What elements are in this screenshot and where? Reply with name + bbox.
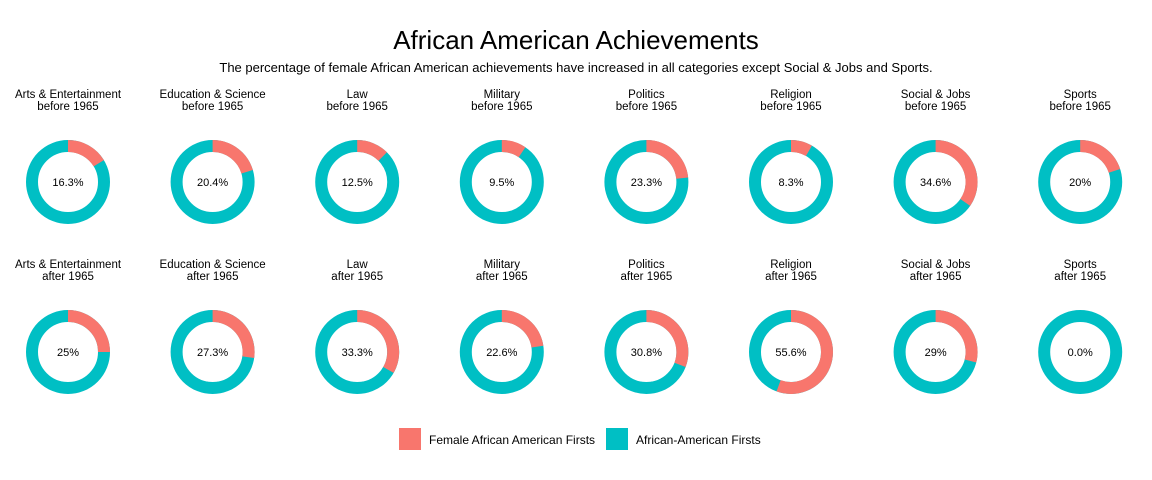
facet-title-category: Law	[347, 259, 369, 271]
donut-slice-female	[790, 140, 812, 157]
facet-title-category: Politics	[628, 259, 665, 271]
donut-slice-female	[356, 310, 400, 373]
facet-title-category: Sports	[1064, 89, 1097, 101]
donut-slice-overall	[1038, 310, 1123, 394]
donut-center-label: 25%	[57, 347, 79, 359]
facet-title-period: before 1965	[327, 101, 388, 113]
facet-title-period: after 1965	[765, 271, 817, 283]
facet-title-category: Religion	[770, 259, 812, 271]
facet-title-period: after 1965	[910, 271, 962, 283]
donut-center-label: 20%	[1069, 177, 1091, 189]
legend: Female African American Firsts African-A…	[399, 428, 761, 450]
chart-title: African American Achievements	[393, 25, 759, 55]
donut-slice-female	[501, 310, 544, 348]
facet-title-category: Arts & Entertainment	[15, 89, 122, 101]
donut-slice-female	[67, 140, 104, 167]
donut-slice-female	[501, 140, 526, 158]
facet-title-category: Social & Jobs	[901, 89, 971, 101]
facet-title-period: after 1965	[187, 271, 239, 283]
donut-slice-female	[646, 310, 689, 367]
facet-title-period: after 1965	[621, 271, 673, 283]
legend-swatch-female	[399, 428, 421, 450]
facet-title-period: before 1965	[616, 101, 677, 113]
facet-title-category: Military	[484, 259, 521, 271]
facet-title-category: Politics	[628, 89, 665, 101]
donut-center-label: 0.0%	[1068, 347, 1093, 359]
facet-title-category: Social & Jobs	[901, 259, 971, 271]
donut-center-label: 23.3%	[631, 177, 662, 189]
donut-center-label: 22.6%	[486, 347, 517, 359]
legend-label-overall: African-American Firsts	[636, 433, 761, 447]
facet-title-category: Arts & Entertainment	[15, 259, 122, 271]
legend-swatch-overall	[606, 428, 628, 450]
donut-slice-female	[356, 140, 387, 162]
donut-center-label: 9.5%	[489, 177, 514, 189]
facet-title-period: before 1965	[182, 101, 243, 113]
donut-center-label: 8.3%	[778, 177, 803, 189]
donut-center-label: 29%	[925, 347, 947, 359]
donut-center-label: 33.3%	[342, 347, 373, 359]
donut-slice-female	[67, 310, 110, 353]
donut-slice-female	[212, 310, 255, 359]
facet-title-category: Education & Science	[160, 259, 266, 271]
donut-center-label: 27.3%	[197, 347, 228, 359]
donut-center-label: 34.6%	[920, 177, 951, 189]
donut-slice-female	[935, 140, 978, 206]
donut-slice-female	[646, 140, 689, 180]
facet-title-period: after 1965	[42, 271, 94, 283]
donut-center-label: 16.3%	[52, 177, 83, 189]
facet-title-period: after 1965	[331, 271, 383, 283]
facet-title-period: after 1965	[1054, 271, 1106, 283]
facet-title-period: before 1965	[905, 101, 966, 113]
facet-title-category: Sports	[1064, 259, 1097, 271]
donut-slice-female	[776, 310, 833, 394]
facet-title-category: Military	[484, 89, 521, 101]
facet-title-category: Education & Science	[160, 89, 266, 101]
facet-title-period: before 1965	[1050, 101, 1111, 113]
donut-slice-female	[935, 310, 978, 363]
facet-title-category: Religion	[770, 89, 812, 101]
donut-center-label: 55.6%	[775, 347, 806, 359]
facet-title-period: after 1965	[476, 271, 528, 283]
legend-label-female: Female African American Firsts	[429, 433, 595, 447]
facet-title-period: before 1965	[760, 101, 821, 113]
donut-center-label: 20.4%	[197, 177, 228, 189]
facet-title-period: before 1965	[37, 101, 98, 113]
donut-slice-female	[1079, 140, 1121, 174]
chart-subtitle: The percentage of female African America…	[219, 60, 932, 75]
donut-center-label: 30.8%	[631, 347, 662, 359]
facet-title-category: Law	[347, 89, 369, 101]
donut-slice-female	[212, 140, 253, 174]
donut-center-label: 12.5%	[342, 177, 373, 189]
facet-title-period: before 1965	[471, 101, 532, 113]
